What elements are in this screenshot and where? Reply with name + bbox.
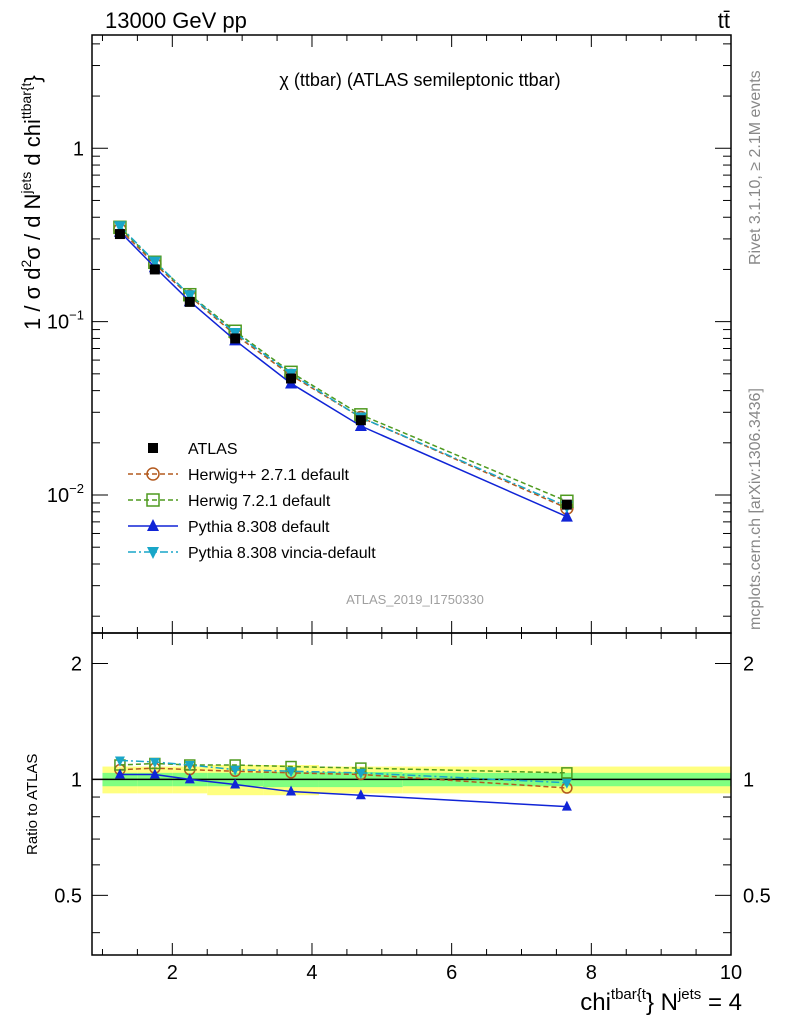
energy-label: 13000 GeV pp bbox=[105, 8, 247, 33]
ratio-series-point bbox=[355, 789, 366, 800]
series-line bbox=[119, 225, 568, 508]
x-tick-label: 4 bbox=[306, 962, 317, 984]
ratio-plot-axes: 2 4 6 8 10 2 2 1 1 0.5 0.5 bbox=[54, 632, 771, 984]
ratio-series-point bbox=[184, 761, 195, 772]
y-tick-label: 10−1 bbox=[47, 308, 84, 334]
data-point bbox=[561, 499, 572, 510]
data-point bbox=[184, 296, 195, 307]
y-label-close: } bbox=[20, 75, 45, 82]
ratio-series-point bbox=[561, 767, 573, 779]
x-axis-label: chitbar{t} Njets = 4 bbox=[580, 986, 742, 1016]
series-line bbox=[119, 226, 568, 502]
series-point bbox=[183, 290, 196, 303]
legend-label: Herwig 7.2.1 default bbox=[188, 493, 331, 510]
x-tick-label: 8 bbox=[586, 962, 597, 984]
legend-marker bbox=[147, 547, 159, 559]
y-label-suffix: d chi bbox=[20, 119, 45, 172]
y-tick-label: 1 bbox=[73, 138, 84, 160]
mcplots-label: mcplots.cern.ch [arXiv:1306.3436] bbox=[747, 388, 764, 630]
legend-marker bbox=[146, 493, 160, 507]
ratio-tick-label-right: 1 bbox=[743, 769, 754, 791]
legend-marker bbox=[146, 467, 160, 481]
ratio-series-point bbox=[286, 785, 297, 796]
legend: ATLAS Herwig++ 2.7.1 default Herwig 7.2.1 … bbox=[128, 441, 376, 562]
main-plot-series bbox=[113, 220, 574, 522]
ratio-series-point bbox=[149, 768, 160, 779]
legend-marker bbox=[148, 443, 158, 453]
rivet-label: Rivet 3.1.10, ≥ 2.1M events bbox=[747, 70, 764, 265]
ratio-series-point bbox=[561, 778, 572, 789]
ratio-series-point bbox=[114, 768, 125, 779]
x-label-sup1: tbar{t bbox=[611, 986, 647, 1003]
y-label-sup2: jets bbox=[18, 172, 34, 195]
x-tick-label: 10 bbox=[720, 962, 742, 984]
ratio-tick-label-left: 2 bbox=[71, 653, 82, 675]
x-label-sup2: jets bbox=[677, 986, 701, 1003]
data-point bbox=[149, 264, 160, 275]
legend-label: Herwig++ 2.7.1 default bbox=[188, 467, 350, 484]
legend-label: Pythia 8.308 default bbox=[188, 519, 330, 536]
ratio-tick-label-left: 0.5 bbox=[54, 885, 82, 907]
data-point bbox=[286, 373, 297, 384]
ratio-series-point bbox=[149, 757, 160, 768]
data-point bbox=[355, 415, 366, 426]
main-plot-frame bbox=[91, 34, 732, 634]
legend-label: Pythia 8.308 vincia-default bbox=[188, 545, 376, 562]
process-label: tt̄ bbox=[718, 8, 730, 33]
ratio-tick-label-left: 1 bbox=[71, 769, 82, 791]
main-plot-axes: 1 10−1 10−2 bbox=[47, 34, 732, 634]
data-point bbox=[230, 333, 241, 344]
x-label-suffix: = 4 bbox=[701, 989, 742, 1016]
y-label-sup3: ttbar{t bbox=[18, 82, 34, 119]
ratio-series-point bbox=[355, 768, 366, 779]
ratio-tick-label-right: 0.5 bbox=[743, 885, 771, 907]
series-point bbox=[148, 256, 161, 269]
analysis-id: ATLAS_2019_I1750330 bbox=[346, 592, 484, 607]
legend-label: ATLAS bbox=[188, 441, 238, 458]
x-label-prefix: chi bbox=[580, 989, 611, 1016]
ratio-series-point bbox=[114, 756, 125, 767]
ratio-series-point bbox=[230, 765, 241, 776]
y-label-sup1: 2 bbox=[18, 260, 34, 268]
plot-title: χ (ttbar) (ATLAS semileptonic ttbar) bbox=[279, 70, 560, 90]
y-tick-label: 10−2 bbox=[47, 481, 84, 507]
x-tick-label: 2 bbox=[167, 962, 178, 984]
legend-marker bbox=[147, 519, 159, 531]
ratio-series-point bbox=[184, 773, 195, 784]
x-label-mid: } N bbox=[646, 989, 678, 1016]
y-label-mid: σ / d N bbox=[20, 194, 45, 260]
y-label-prefix: 1 / σ d bbox=[20, 268, 45, 331]
ratio-y-axis-label: Ratio to ATLAS bbox=[24, 754, 41, 855]
ratio-plot-frame bbox=[91, 632, 732, 956]
ratio-plot-series bbox=[114, 756, 573, 811]
ratio-series-point bbox=[230, 778, 241, 789]
series-point bbox=[560, 509, 573, 522]
data-point bbox=[114, 229, 125, 240]
x-tick-label: 6 bbox=[446, 962, 457, 984]
ratio-series-point bbox=[286, 767, 297, 778]
series-point bbox=[113, 221, 126, 234]
main-y-axis-label: 1 / σ d2σ / d Njets d chittbar{t} bbox=[18, 75, 45, 330]
ratio-series-point bbox=[561, 800, 572, 811]
ratio-tick-label-right: 2 bbox=[743, 653, 754, 675]
